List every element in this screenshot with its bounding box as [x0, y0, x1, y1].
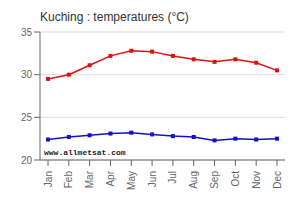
- svg-text:Jul: Jul: [167, 171, 178, 184]
- html-text:www.allmetsat.com: www.allmetsat.com: [44, 148, 126, 157]
- svg-text:Jun: Jun: [147, 171, 158, 187]
- svg-text:Apr: Apr: [105, 170, 116, 186]
- svg-text:Aug: Aug: [188, 171, 199, 189]
- svg-text:30: 30: [21, 69, 33, 80]
- svg-text:20: 20: [21, 155, 33, 166]
- svg-text:25: 25: [21, 112, 33, 123]
- svg-text:Feb: Feb: [63, 171, 74, 189]
- svg-text:May: May: [126, 171, 137, 190]
- html-text:Kuching : temperatures (°C): Kuching : temperatures (°C): [40, 10, 189, 24]
- svg-text:Dec: Dec: [272, 171, 283, 189]
- svg-text:Mar: Mar: [84, 170, 95, 188]
- svg-text:Sep: Sep: [209, 171, 220, 189]
- svg-text:Jan: Jan: [43, 171, 54, 187]
- svg-text:35: 35: [21, 27, 33, 38]
- svg-text:Oct: Oct: [230, 171, 241, 187]
- svg-text:Nov: Nov: [251, 171, 262, 189]
